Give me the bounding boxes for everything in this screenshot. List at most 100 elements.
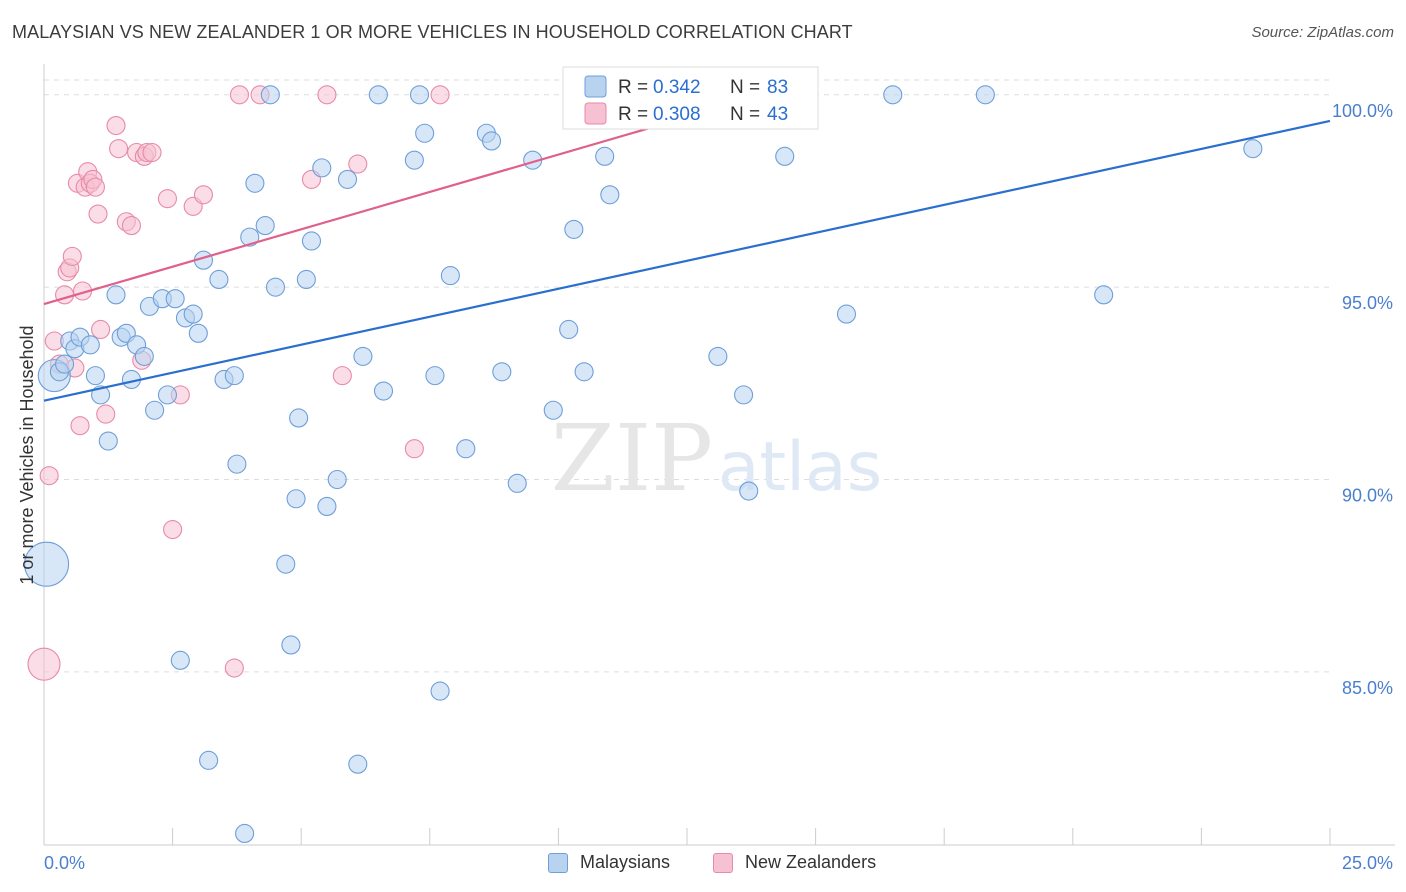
legend-label-new-zealanders: New Zealanders xyxy=(745,852,877,872)
malaysian-point xyxy=(134,346,154,366)
malaysian-point xyxy=(165,289,185,309)
new-zealander-point xyxy=(96,404,116,424)
malaysian-point xyxy=(265,277,286,297)
malaysian-point xyxy=(492,362,512,382)
malaysian-point xyxy=(183,304,203,324)
malaysian-point xyxy=(348,754,368,774)
trend-lines xyxy=(43,93,1331,402)
malaysian-point xyxy=(80,335,100,355)
malaysian-point xyxy=(260,85,280,105)
legend-label-malaysians: Malaysians xyxy=(580,852,671,872)
new-zealander-point xyxy=(142,142,162,163)
malaysian-point xyxy=(440,266,460,286)
malaysian-point xyxy=(368,85,388,105)
new-zealander-point xyxy=(39,466,59,486)
legend-n-value-1: 83 xyxy=(767,77,788,98)
new-zealander-point xyxy=(91,319,111,340)
malaysian-point xyxy=(145,400,165,420)
chart-title: MALAYSIAN VS NEW ZEALANDER 1 OR MORE VEH… xyxy=(12,22,853,42)
malaysian-point xyxy=(301,231,322,251)
legend-swatch-blue xyxy=(548,852,568,873)
new-zealander-point xyxy=(157,189,178,209)
malaysian-point xyxy=(55,354,75,374)
y-axis-label: 1 or more Vehicles in Household xyxy=(17,325,37,584)
malaysian-point xyxy=(595,146,615,166)
malaysian-point xyxy=(456,439,476,459)
watermark: ZIP atlas xyxy=(551,405,882,512)
tick-labels: 100.0% 95.0% 90.0% 85.0% 0.0% 25.0% xyxy=(44,101,1393,873)
watermark-zip: ZIP xyxy=(551,405,713,512)
malaysian-point xyxy=(281,635,301,655)
new-zealander-point xyxy=(163,519,183,540)
malaysian-point xyxy=(317,496,337,516)
legend-r-value-1: 0.342 xyxy=(653,77,701,98)
legend-n-value-2: 43 xyxy=(767,104,788,125)
malaysian-point xyxy=(883,85,903,105)
legend-n-label-1: N = xyxy=(730,77,765,98)
axes xyxy=(43,64,1395,846)
malaysian-point xyxy=(312,158,332,178)
malaysian-point xyxy=(600,185,620,205)
legend-item-malaysians[interactable]: Malaysians xyxy=(548,852,670,873)
malaysian-point xyxy=(425,366,445,386)
new-zealander-point xyxy=(229,85,250,105)
malaysian-point xyxy=(409,85,430,105)
new-zealander-point xyxy=(121,216,141,236)
malaysian-point xyxy=(224,366,244,386)
new-zealander-point xyxy=(85,177,105,197)
malaysian-point xyxy=(543,400,563,420)
malaysian-point xyxy=(98,431,118,451)
x-tick-label-min: 0.0% xyxy=(44,853,85,873)
malaysian-point xyxy=(507,473,527,493)
y-tick-label: 90.0% xyxy=(1342,486,1393,506)
malaysian-point xyxy=(296,269,316,289)
legend-bottom: Malaysians New Zealanders xyxy=(0,852,1406,878)
new-zealander-point xyxy=(62,246,82,266)
malaysian-point xyxy=(415,123,435,143)
malaysian-point xyxy=(170,650,190,670)
new-zealander-point xyxy=(430,85,450,105)
legend-swatch-malaysians xyxy=(584,75,607,98)
trend-line-new-zealanders xyxy=(43,93,765,306)
malaysian-point xyxy=(1094,285,1114,305)
malaysian-point xyxy=(559,319,579,340)
malaysian-point xyxy=(708,346,728,366)
new-zealander-point xyxy=(193,185,214,205)
malaysian-point xyxy=(209,269,229,289)
new-zealander-point xyxy=(106,116,126,136)
malaysian-point xyxy=(404,150,424,170)
new-zealander-point xyxy=(404,439,424,459)
new-zealander-point xyxy=(332,366,352,386)
malaysian-point xyxy=(106,285,126,305)
malaysian-point xyxy=(574,362,594,382)
new-zealander-point xyxy=(109,139,129,159)
malaysian-point xyxy=(199,750,219,770)
malaysian-point xyxy=(188,323,208,343)
trend-line-malaysians xyxy=(43,119,1331,402)
malaysian-point xyxy=(24,541,70,587)
malaysian-point xyxy=(739,481,759,501)
new-zealander-point xyxy=(55,285,75,305)
malaysian-point xyxy=(286,489,306,509)
malaysian-point xyxy=(373,381,394,401)
malaysian-point xyxy=(481,131,502,151)
legend-swatch-new-zealanders xyxy=(584,102,607,125)
legend-r-label-2: R = xyxy=(618,104,653,125)
malaysian-point xyxy=(775,146,795,166)
malaysian-point xyxy=(337,169,358,189)
malaysian-point xyxy=(289,408,309,428)
new-zealander-point xyxy=(27,647,61,681)
new-zealander-point xyxy=(317,85,337,105)
y-tick-label: 85.0% xyxy=(1342,678,1393,698)
malaysian-point xyxy=(327,469,347,490)
new-zealander-point xyxy=(70,416,90,436)
x-tick-label-max: 25.0% xyxy=(1342,853,1393,873)
legend-swatch-pink xyxy=(713,852,733,873)
malaysian-point xyxy=(157,385,178,405)
legend-item-new-zealanders[interactable]: New Zealanders xyxy=(713,852,876,873)
malaysian-point xyxy=(240,227,260,247)
data-points xyxy=(24,85,1263,844)
malaysian-point xyxy=(245,173,265,193)
malaysian-point xyxy=(734,385,754,405)
